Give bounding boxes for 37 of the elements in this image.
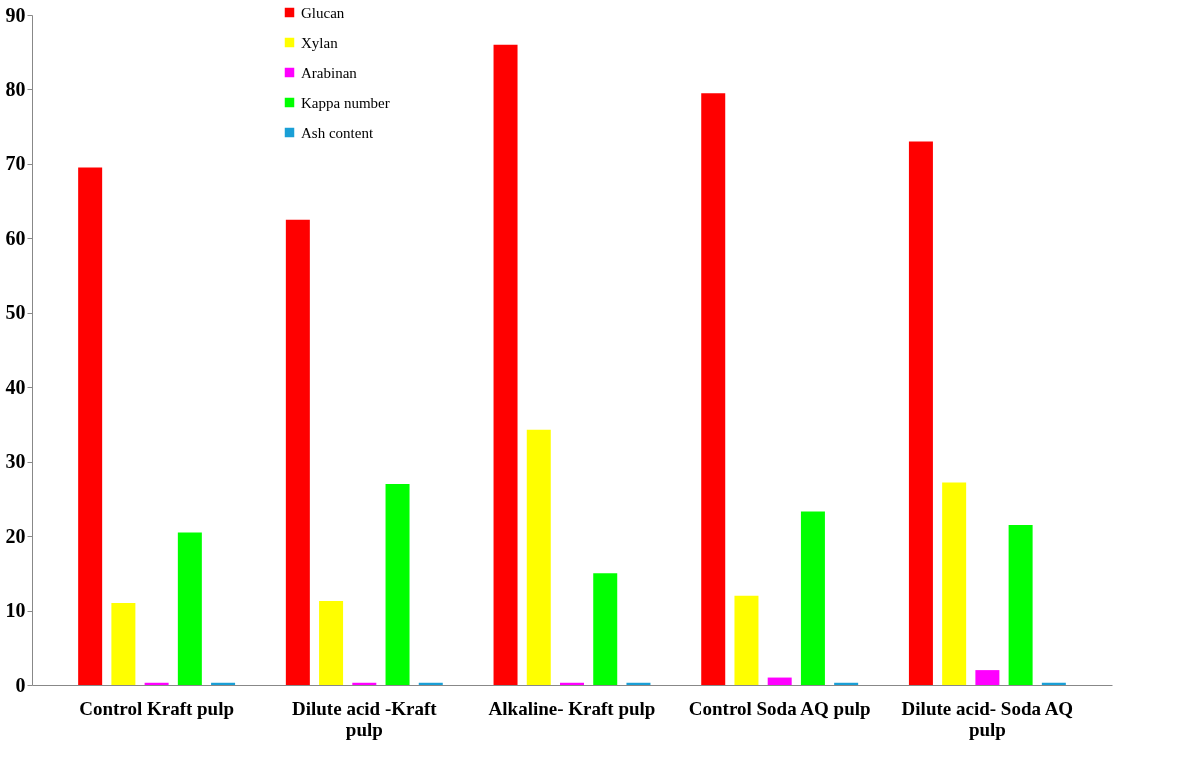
bar	[385, 484, 410, 685]
y-tick-label: 50	[5, 301, 26, 324]
y-tick-label: 20	[5, 524, 26, 547]
x-tick-label: Alkaline- Kraft pulp	[488, 697, 656, 719]
legend-label: Kappa number	[301, 94, 390, 111]
y-tick-label: 30	[5, 450, 26, 473]
bar	[701, 93, 726, 685]
bar	[908, 141, 933, 685]
y-tick-label: 80	[5, 77, 26, 100]
legend-label: Ash content	[301, 124, 374, 141]
x-tick-label: Control Kraft pulp	[79, 697, 235, 719]
y-tick-label: 70	[5, 152, 26, 175]
x-tick-label: Dilute acid -Kraft pulp	[292, 697, 438, 740]
bar	[800, 511, 825, 685]
bar	[767, 677, 792, 685]
x-tick-label: Dilute acid- Soda AQ pulp	[901, 697, 1074, 740]
bar	[177, 532, 202, 685]
bar	[78, 167, 103, 685]
legend-label: Xylan	[301, 34, 339, 51]
y-tick-label: 60	[5, 226, 26, 249]
bar	[593, 573, 618, 685]
bar	[285, 219, 310, 685]
y-tick-label: 10	[5, 599, 26, 622]
bar	[942, 482, 967, 685]
legend-label: Glucan	[301, 4, 345, 21]
bar	[493, 44, 518, 685]
legend-label: Arabinan	[301, 64, 358, 81]
y-tick-label: 0	[15, 673, 26, 696]
bar	[1008, 524, 1033, 685]
x-tick-label: Control Soda AQ pulp	[688, 697, 871, 719]
bar	[111, 603, 136, 685]
y-tick-label: 90	[5, 3, 26, 26]
y-tick-label: 40	[5, 375, 26, 398]
bar	[526, 429, 551, 685]
bar	[319, 600, 344, 685]
bar	[734, 595, 759, 685]
bar	[975, 670, 1000, 685]
